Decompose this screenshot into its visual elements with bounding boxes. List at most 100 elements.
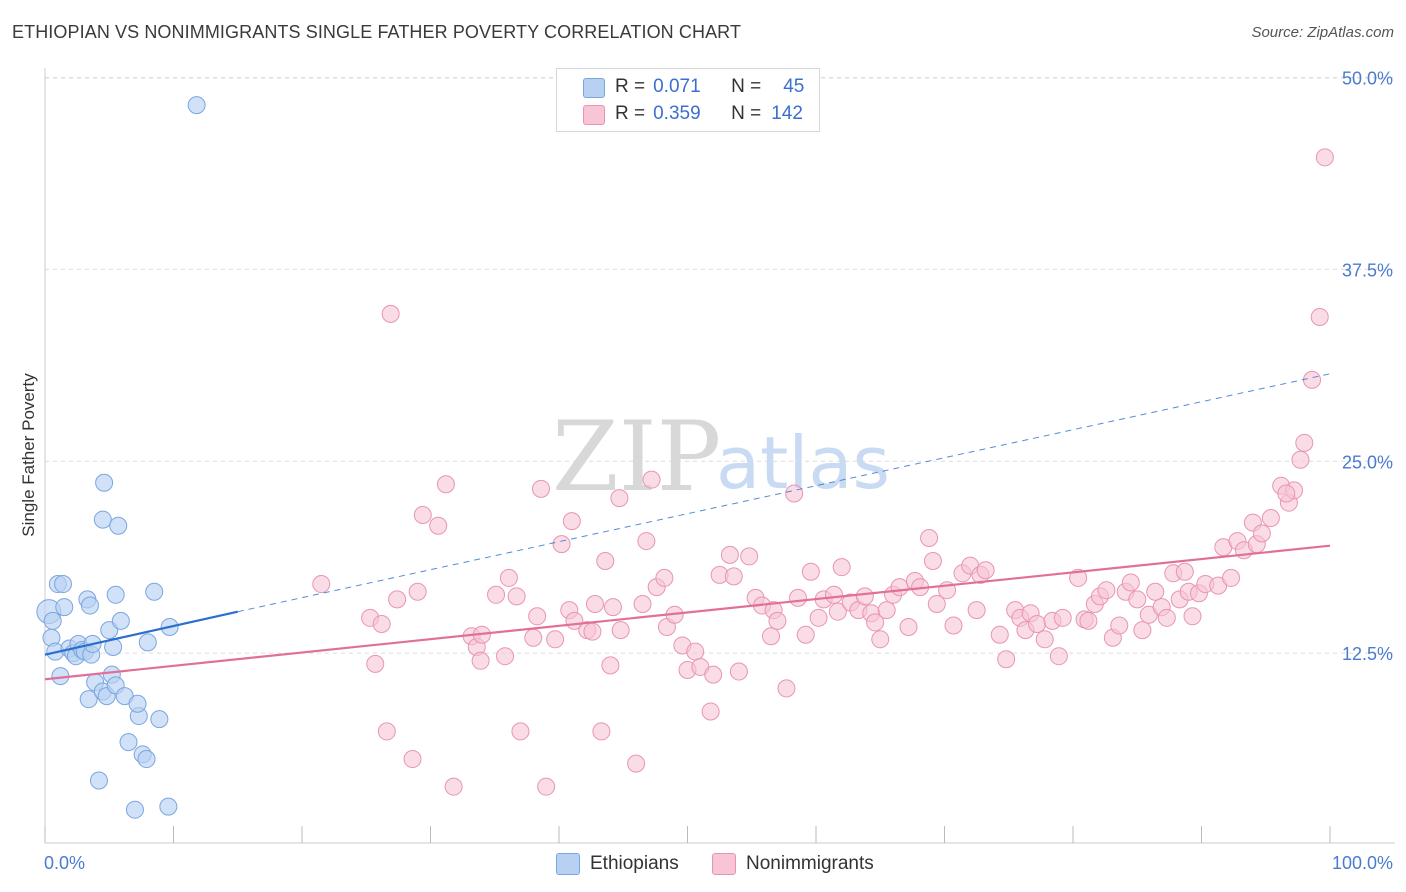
nonimmigrants-point [471, 651, 490, 670]
ethiopians-point [80, 596, 99, 615]
nonimmigrants-point [511, 722, 530, 741]
nonimmigrants-point [312, 575, 331, 594]
nonimmigrants-point [444, 777, 463, 796]
ethiopians-point [55, 598, 74, 617]
nonimmigrants-point [1035, 630, 1054, 649]
ethiopians-point [138, 633, 157, 652]
nonimmigrants-point [990, 625, 1009, 644]
nonimmigrants-point [890, 578, 909, 597]
nonimmigrants-point [740, 547, 759, 566]
nonimmigrants-point [1310, 307, 1329, 326]
bottom-legend-nonimmigrants: Nonimmigrants [712, 852, 874, 876]
nonimmigrants-point [413, 505, 432, 524]
nonimmigrants-point [372, 614, 391, 633]
nonimmigrants-point [528, 607, 547, 626]
nonimmigrants-trend-line [44, 544, 1331, 681]
nonimmigrants-point [871, 630, 890, 649]
nonimmigrants-point [642, 470, 661, 489]
bottom-legend-swatch [556, 853, 580, 875]
nonimmigrants-point [967, 601, 986, 620]
axes [44, 68, 1395, 844]
nonimmigrants-point [997, 650, 1016, 669]
legend-row-ethiopians: R = 0.071 N = 45 [615, 75, 804, 99]
nonimmigrants-point [1121, 573, 1140, 592]
watermark-atlas: atlas [716, 421, 890, 505]
nonimmigrants-point [762, 627, 781, 646]
nonimmigrants-point [524, 628, 543, 647]
nonimmigrants-point [507, 587, 526, 606]
nonimmigrants-point [592, 722, 611, 741]
ethiopians-point [89, 771, 108, 790]
nonimmigrants-point [944, 616, 963, 635]
bottom-legend-ethiopians: Ethiopians [556, 852, 679, 876]
nonimmigrants-point [552, 535, 571, 554]
ethiopians-trend-line [44, 610, 238, 656]
nonimmigrants-point [1291, 450, 1310, 469]
nonimmigrants-point [499, 568, 518, 587]
nonimmigrants-point [701, 702, 720, 721]
nonimmigrants-point [381, 304, 400, 323]
stats-legend: R = 0.071 N = 45 R = 0.359 N = 142 [556, 68, 820, 132]
nonimmigrants-point [429, 516, 448, 535]
tick-labels: 12.5% 25.0% 37.5% 50.0% 0.0% 100.0% [44, 69, 1393, 874]
nonimmigrants-point [633, 595, 652, 614]
legend-r-value: 0.359 [653, 103, 701, 124]
nonimmigrants-point [1110, 616, 1129, 635]
nonimmigrants-point [436, 475, 455, 494]
nonimmigrants-point [1222, 568, 1241, 587]
legend-swatch-nonimmigrants [583, 105, 605, 125]
nonimmigrants-point [562, 512, 581, 531]
nonimmigrants-point [532, 479, 551, 498]
nonimmigrants-point [832, 558, 851, 577]
nonimmigrants-point [611, 621, 630, 640]
ethiopians-point [187, 96, 206, 115]
watermark: ZIP atlas [552, 401, 890, 513]
ethiopians-point [159, 797, 178, 816]
nonimmigrants-point [1097, 581, 1116, 600]
nonimmigrants-point [789, 588, 808, 607]
ethiopians-point [119, 733, 138, 752]
nonimmigrants-point [976, 561, 995, 580]
nonimmigrants-point [1128, 590, 1147, 609]
legend-r-label: R = [615, 76, 646, 97]
y-tick-label: 50.0% [1342, 69, 1393, 89]
nonimmigrants-point [1053, 608, 1072, 627]
nonimmigrants-point [487, 585, 506, 604]
nonimmigrants-point [1133, 621, 1152, 640]
ethiopians-point [111, 611, 130, 630]
nonimmigrants-point [899, 618, 918, 637]
nonimmigrants-point [828, 602, 847, 621]
nonimmigrants-point [1252, 524, 1271, 543]
nonimmigrants-point [1261, 509, 1280, 528]
nonimmigrants-point [724, 567, 743, 586]
nonimmigrants-point [627, 754, 646, 773]
nonimmigrants-point [583, 622, 602, 641]
nonimmigrants-point [866, 613, 885, 632]
nonimmigrants-point [704, 665, 723, 684]
nonimmigrants-point [809, 608, 828, 627]
legend-n-value: 45 [783, 76, 805, 97]
nonimmigrants-point [777, 679, 796, 698]
nonimmigrants-point [637, 532, 656, 551]
y-tick-label: 12.5% [1342, 644, 1393, 664]
nonimmigrants-point [408, 582, 427, 601]
nonimmigrants-point [877, 601, 896, 620]
legend-n-label: N = [731, 76, 762, 97]
nonimmigrants-point [1146, 582, 1165, 601]
bottom-legend-swatch [712, 853, 736, 875]
legend-r-label: R = [615, 103, 646, 124]
nonimmigrants-point [1028, 614, 1047, 633]
ethiopians-points [36, 96, 206, 819]
trend-lines [44, 373, 1331, 681]
ethiopians-point [93, 510, 112, 529]
ethiopians-point [128, 694, 147, 713]
y-axis-label: Single Father Poverty [19, 373, 38, 537]
ethiopians-point [43, 611, 62, 630]
nonimmigrants-point [403, 750, 422, 769]
nonimmigrants-point [796, 625, 815, 644]
nonimmigrants-point [585, 595, 604, 614]
nonimmigrants-point [1175, 562, 1194, 581]
nonimmigrants-point [1295, 433, 1314, 452]
bottom-legend-label: Nonimmigrants [746, 853, 874, 874]
nonimmigrants-point [1069, 568, 1088, 587]
